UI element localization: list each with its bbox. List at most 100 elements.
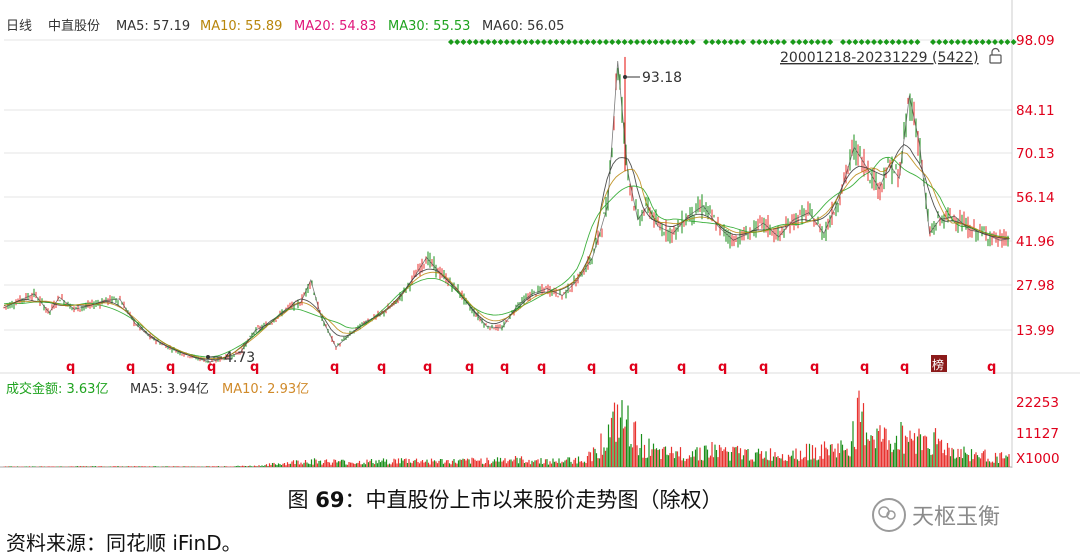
signal-marker [871,39,877,45]
q-marker: q [500,360,509,375]
signal-marker [790,39,796,45]
signal-marker [609,39,616,45]
signal-marker [734,39,740,45]
q-marker: q [860,360,869,375]
q-marker: q [423,360,432,375]
signal-marker [485,39,492,45]
signal-marker [750,39,756,45]
signal-marker [665,39,671,45]
badge-marker[interactable]: 榜 [931,355,947,372]
ma5-line [3,144,1010,360]
volume-tick-label: 22253 [1016,395,1059,411]
ma10-line [3,152,1010,360]
signal-marker [703,39,709,45]
signal-marker [472,39,479,45]
y-tick-label: 13.99 [1016,323,1055,339]
q-marker: q [126,360,135,375]
legend-ma5: MA5: 57.19 [116,19,190,34]
signal-marker [510,39,516,45]
signal-marker [528,39,535,45]
signal-marker [827,39,834,45]
signal-marker [640,39,647,45]
signal-marker [683,39,690,45]
watermark-text: 天枢玉衡 [912,505,1001,530]
signal-marker [877,39,884,45]
range-label[interactable]: 20001218-20231229 (5422) [780,50,979,66]
legend-stock-name: 中直股份 [48,19,100,34]
lock-icon[interactable] [989,47,1002,64]
signal-marker [466,39,473,45]
signal-marker [479,39,485,45]
ma30-line [3,156,1010,358]
signal-marker [864,39,871,45]
y-tick-label: 56.14 [1016,190,1055,206]
y-tick-label: 84.11 [1016,103,1055,119]
q-marker: q [330,360,339,375]
signal-marker [541,39,547,45]
signal-marker [1010,39,1017,45]
signal-marker [590,39,597,45]
legend-period: 日线 [6,19,32,34]
y-tick-label: 70.13 [1016,146,1055,162]
signal-marker [516,39,523,45]
caption-prefix: 图 [287,488,316,512]
q-marker: q [66,360,75,375]
signal-marker [1004,39,1011,45]
y-tick-label: 41.96 [1016,234,1055,250]
signal-marker [883,39,890,45]
source-note: 资料来源：同花顺 iFinD。 [6,531,242,555]
signal-marker [709,39,716,45]
price-grid [4,39,1012,331]
q-marker: q [759,360,768,375]
q-marker: q [677,360,686,375]
volume-bar-layer [3,390,1010,467]
signal-marker [715,39,722,45]
badge-text: 榜 [932,357,944,372]
y-tick-label: 27.98 [1016,278,1055,294]
signal-marker [954,39,961,45]
signal-marker [652,39,659,45]
signal-marker [553,39,560,45]
signal-marker [534,39,541,45]
signal-marker [448,39,454,45]
legend-ma20: MA20: 54.83 [294,19,376,34]
signal-marker [914,39,921,45]
signal-marker [774,39,781,45]
signal-marker [985,39,992,45]
q-marker: q [810,360,819,375]
signal-marker [902,39,908,45]
signal-marker [930,39,936,45]
signal-marker [967,39,974,45]
signal-marker [948,39,955,45]
volume-legend-ma10: MA10: 2.93亿 [222,382,309,397]
signal-marker [503,39,510,45]
figure-caption: 图 69：中直股份上市以来股价走势图（除权） [0,484,1010,514]
q-marker: q [537,360,546,375]
signal-marker [671,39,678,45]
signal-marker [756,39,763,45]
signal-marker [460,39,467,45]
signal-marker [808,39,815,45]
legend-ma60: MA60: 56.05 [482,19,564,34]
signal-marker [852,39,859,45]
moving-average-layer [3,144,1010,360]
signal-marker [821,39,827,45]
q-marker: q [587,360,596,375]
signal-marker [646,39,653,45]
price-series-layer [3,60,1011,363]
signal-marker [721,39,728,45]
signal-marker [547,39,554,45]
signal-marker [491,39,498,45]
signal-marker [846,39,853,45]
signal-marker [578,39,585,45]
volume-tick-label: X1000 [1016,451,1060,467]
legend-ma10: MA10: 55.89 [200,19,282,34]
signal-marker [677,39,684,45]
signal-marker [497,39,504,45]
signal-marker [627,39,634,45]
caption-text: ：中直股份上市以来股价走势图（除权） [344,488,723,512]
signal-marker [596,39,603,45]
signal-marker [889,39,896,45]
low-annotation: 4.73 [206,350,255,366]
